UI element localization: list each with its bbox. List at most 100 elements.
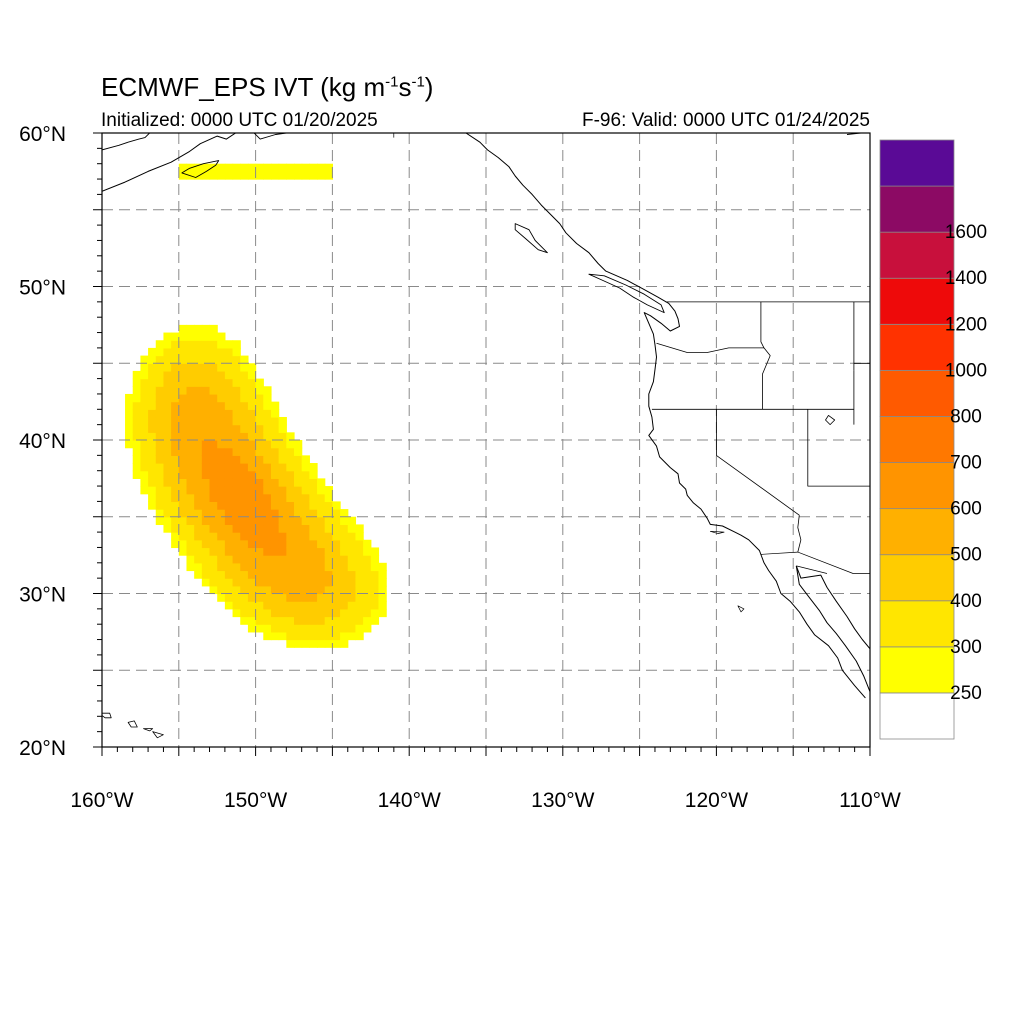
ivt-cell xyxy=(332,616,341,625)
ivt-cell xyxy=(132,432,141,441)
ivt-cell xyxy=(155,363,165,372)
ivt-cell xyxy=(240,401,249,410)
title-exponent-2: -1 xyxy=(411,73,425,91)
ivt-cell xyxy=(163,347,172,357)
ivt-cell xyxy=(186,524,195,533)
ivt-cell xyxy=(201,171,211,180)
ivt-cell xyxy=(378,601,387,610)
colorbar-label: 1000 xyxy=(945,360,987,381)
ivt-cell xyxy=(255,378,264,387)
ivt-cell xyxy=(270,608,280,618)
ivt-cell xyxy=(186,516,195,526)
colorbar-label: 700 xyxy=(950,453,982,474)
ivt-cell xyxy=(355,524,364,533)
ivt-cell xyxy=(240,416,249,426)
ivt-cell xyxy=(171,424,180,433)
ivt-cell xyxy=(178,163,188,172)
ivt-cell xyxy=(201,463,211,472)
ivt-cell xyxy=(294,470,303,479)
ivt-cell xyxy=(294,562,303,572)
ivt-cell xyxy=(240,370,249,380)
ivt-cell xyxy=(163,470,172,479)
ivt-cell xyxy=(163,401,172,410)
ivt-cell xyxy=(263,631,272,641)
ivt-cell xyxy=(194,393,203,403)
ivt-cell xyxy=(270,601,280,610)
ivt-cell xyxy=(209,555,218,564)
ivt-cell xyxy=(163,424,172,433)
ivt-cell xyxy=(232,363,241,372)
ivt-cell xyxy=(163,416,172,426)
ivt-cell xyxy=(301,547,310,556)
ivt-cell xyxy=(332,624,341,633)
guadalupe-island xyxy=(737,605,745,613)
colorbar-label: 250 xyxy=(950,683,982,704)
ivt-cell xyxy=(217,378,226,387)
ivt-cell xyxy=(217,363,226,372)
ivt-cell xyxy=(194,509,203,518)
ivt-cell xyxy=(201,401,211,410)
ivt-cell xyxy=(186,532,195,541)
ivt-cell xyxy=(178,409,188,418)
ivt-cell xyxy=(240,608,249,618)
ivt-cell xyxy=(247,486,257,495)
ivt-cell xyxy=(217,570,226,579)
ivt-cell xyxy=(194,486,203,495)
ivt-cell xyxy=(317,639,326,648)
ivt-cell xyxy=(232,393,241,403)
ivt-cell xyxy=(178,370,188,380)
ivt-cell xyxy=(294,608,303,618)
ivt-cell xyxy=(247,555,257,564)
haida-gwaii xyxy=(514,223,548,254)
baja-gulf-shore xyxy=(795,565,870,692)
ivt-cell xyxy=(148,424,157,433)
ivt-cell xyxy=(340,593,349,602)
ivt-cell xyxy=(270,516,280,526)
ivt-cell xyxy=(171,532,180,541)
ivt-cell xyxy=(178,501,188,510)
ivt-cell xyxy=(340,601,349,610)
ivt-cell xyxy=(324,639,333,648)
ivt-cell xyxy=(224,578,234,587)
ivt-cell xyxy=(232,163,241,172)
ivt-cell xyxy=(255,608,264,618)
ivt-cell xyxy=(171,463,180,472)
ivt-cell xyxy=(255,593,264,602)
bristol-bay-coast xyxy=(102,133,150,151)
ivt-cell xyxy=(301,532,310,541)
ivt-cell xyxy=(194,447,203,456)
ivt-cell xyxy=(209,570,218,579)
ivt-cell xyxy=(217,562,226,572)
ivt-cell xyxy=(201,524,211,533)
ivt-cell xyxy=(247,532,257,541)
ivt-cell xyxy=(301,601,310,610)
ivt-cell xyxy=(209,355,218,364)
y-tick-label: 40°N xyxy=(19,430,66,453)
ivt-cell xyxy=(224,424,234,433)
ivt-cell xyxy=(163,370,172,380)
ivt-cell xyxy=(247,171,257,180)
ivt-cell xyxy=(355,631,364,641)
ivt-cell xyxy=(155,501,165,510)
ivt-cell xyxy=(294,440,303,449)
ivt-cell xyxy=(309,608,318,618)
ivt-cell xyxy=(232,463,241,472)
wa-or-border xyxy=(656,342,764,353)
ivt-cell xyxy=(309,601,318,610)
ivt-cell xyxy=(317,624,326,633)
ivt-cell xyxy=(148,355,157,364)
ivt-cell xyxy=(355,555,364,564)
ivt-cell xyxy=(317,601,326,610)
ivt-cell xyxy=(232,355,241,364)
ivt-cell xyxy=(171,355,180,364)
ivt-cell xyxy=(217,555,226,564)
title-mid: s xyxy=(398,72,412,102)
ivt-cell xyxy=(148,501,157,510)
ivt-cell xyxy=(263,493,272,502)
ivt-cell xyxy=(247,547,257,556)
ivt-cell xyxy=(209,562,218,572)
colorbar-swatch xyxy=(879,323,955,371)
ivt-cell xyxy=(240,532,249,541)
ivt-cell xyxy=(209,509,218,518)
kodiak-island xyxy=(181,160,220,178)
